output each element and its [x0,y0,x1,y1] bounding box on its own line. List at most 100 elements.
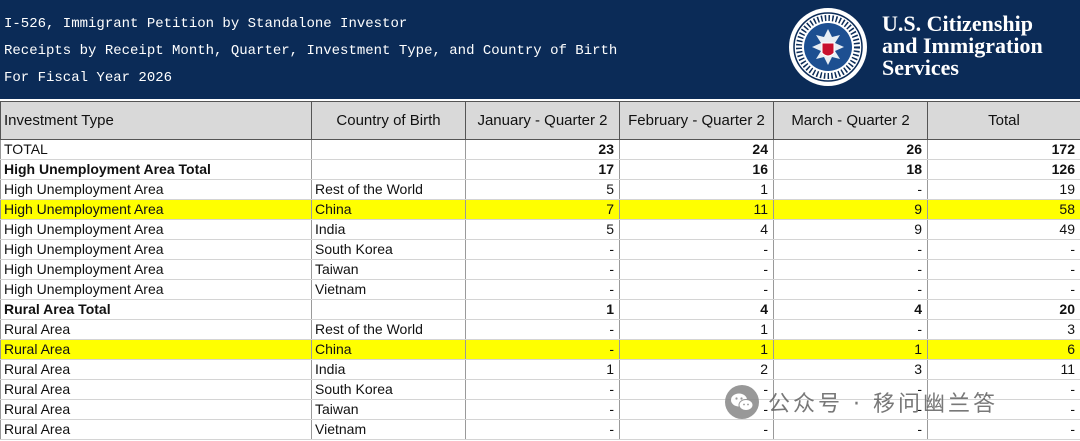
cell-country-of-birth: South Korea [311,379,466,400]
table-row: Rural Area South Korea - - - - [0,379,1080,400]
cell-january: - [465,419,620,440]
table-row: High Unemployment Area Taiwan - - - - [0,259,1080,280]
cell-total: 19 [927,179,1080,200]
table-row: High Unemployment Area Vietnam - - - - [0,279,1080,300]
cell-january: - [465,239,620,260]
cell-february: 16 [619,159,774,180]
cell-february: 4 [619,219,774,240]
wechat-icon [725,385,759,419]
col-february: February - Quarter 2 [619,101,774,140]
cell-march: 9 [773,199,928,220]
cell-investment-type: Rural Area Total [0,299,312,320]
col-investment-type: Investment Type [0,101,312,140]
cell-country-of-birth [311,139,466,160]
cell-total: - [927,279,1080,300]
cell-investment-type: High Unemployment Area [0,279,312,300]
cell-investment-type: Rural Area [0,379,312,400]
cell-total: 126 [927,159,1080,180]
cell-total: - [927,259,1080,280]
col-march: March - Quarter 2 [773,101,928,140]
dhs-seal-icon [789,8,867,86]
table-row: Rural Area Taiwan - - - - [0,399,1080,420]
cell-january: - [465,399,620,420]
cell-february: - [619,239,774,260]
cell-january: 1 [465,359,620,380]
table-row: High Unemployment Area India 5 4 9 49 [0,219,1080,240]
cell-february: 2 [619,359,774,380]
watermark: 公众号 · 移问幽兰答 [724,384,998,420]
cell-february: - [619,279,774,300]
cell-total: 58 [927,199,1080,220]
cell-country-of-birth: Rest of the World [311,179,466,200]
cell-investment-type: High Unemployment Area [0,219,312,240]
cell-february: 1 [619,319,774,340]
cell-march: 1 [773,339,928,360]
table-row-total: TOTAL 23 24 26 172 [0,139,1080,160]
cell-march: 4 [773,299,928,320]
cell-country-of-birth [311,159,466,180]
cell-total: 20 [927,299,1080,320]
cell-country-of-birth: Taiwan [311,399,466,420]
report-header: I-526, Immigrant Petition by Standalone … [0,0,1080,99]
header-separator [0,99,1080,101]
cell-march: 3 [773,359,928,380]
cell-january: 5 [465,219,620,240]
table-body: TOTAL 23 24 26 172 High Unemployment Area Tot… [0,139,1080,440]
cell-investment-type: Rural Area [0,419,312,440]
cell-january: 17 [465,159,620,180]
cell-investment-type: Rural Area [0,359,312,380]
cell-march: - [773,239,928,260]
cell-investment-type: High Unemployment Area [0,239,312,260]
table-header-row: Investment Type Country of Birth January… [0,101,1080,140]
cell-total: 11 [927,359,1080,380]
col-country-of-birth: Country of Birth [311,101,466,140]
cell-january: - [465,279,620,300]
watermark-text: 公众号 · 移问幽兰答 [768,392,998,417]
cell-march: 26 [773,139,928,160]
cell-february: 1 [619,339,774,360]
agency-name: U.S. Citizenship and Immigration Service… [882,13,1043,79]
cell-march: - [773,419,928,440]
cell-country-of-birth: Vietnam [311,279,466,300]
cell-country-of-birth: India [311,219,466,240]
cell-january: 23 [465,139,620,160]
fiscal-year-label: For Fiscal Year 2026 [4,70,173,86]
cell-country-of-birth: China [311,199,466,220]
receipts-table: Investment Type Country of Birth January… [0,101,1080,440]
cell-total: 6 [927,339,1080,360]
cell-investment-type: High Unemployment Area [0,259,312,280]
cell-february: - [619,259,774,280]
cell-january: 1 [465,299,620,320]
cell-country-of-birth: Taiwan [311,259,466,280]
cell-march: - [773,319,928,340]
table-row-total: Rural Area Total 1 4 4 20 [0,299,1080,320]
cell-march: - [773,179,928,200]
table-row: Rural Area Vietnam - - - - [0,419,1080,440]
cell-country-of-birth: South Korea [311,239,466,260]
agency-name-line-3: Services [882,55,959,80]
cell-total: 49 [927,219,1080,240]
cell-investment-type: Rural Area [0,319,312,340]
table-row: Rural Area India 1 2 3 11 [0,359,1080,380]
table-row: Rural Area Rest of the World -1-3 [0,319,1080,340]
cell-january: - [465,379,620,400]
cell-country-of-birth: China [311,339,466,360]
cell-country-of-birth: Rest of the World [311,319,466,340]
report-subtitle: Receipts by Receipt Month, Quarter, Inve… [4,43,618,59]
table-row: High Unemployment Area Rest of the World 5… [0,179,1080,200]
cell-february: - [619,419,774,440]
cell-country-of-birth: Vietnam [311,419,466,440]
cell-investment-type: High Unemployment Area [0,179,312,200]
cell-march: 18 [773,159,928,180]
cell-total: 3 [927,319,1080,340]
cell-january: 7 [465,199,620,220]
cell-january: 5 [465,179,620,200]
cell-january: - [465,339,620,360]
cell-february: 4 [619,299,774,320]
table-row-highlighted: Rural Area China -1 1 6 [0,339,1080,360]
cell-january: - [465,259,620,280]
cell-march: - [773,279,928,300]
cell-investment-type: High Unemployment Area [0,199,312,220]
agency-name-line-1: U.S. Citizenship [882,11,1033,36]
cell-february: 11 [619,199,774,220]
